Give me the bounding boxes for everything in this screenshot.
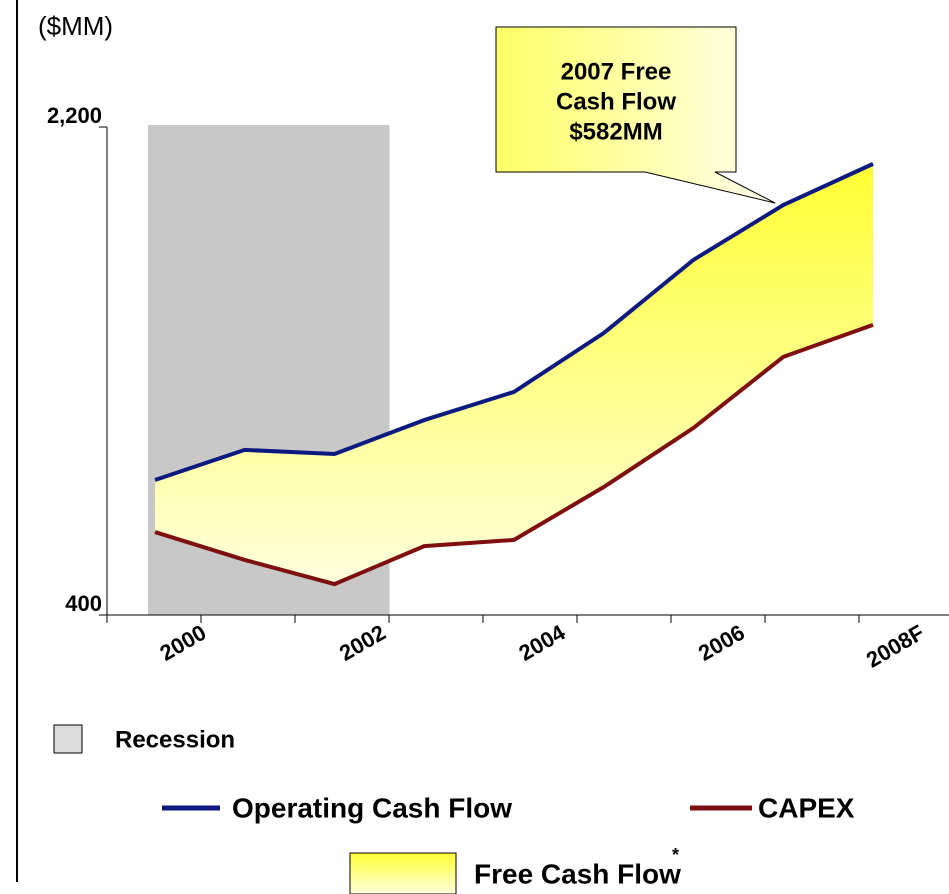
callout-text: Cash Flow — [556, 88, 676, 115]
series-line — [154, 323, 874, 587]
legend-label: CAPEX — [758, 792, 855, 823]
legend-label: Operating Cash Flow — [232, 792, 512, 823]
unit-label: ($MM) — [38, 11, 113, 41]
callout-text: $582MM — [569, 118, 662, 145]
x-tick-label: 2000 — [156, 620, 211, 666]
series-line — [154, 162, 874, 482]
callout-text: 2007 Free — [561, 58, 672, 85]
legend-swatch-fill — [349, 852, 457, 894]
x-tick-label: 2006 — [694, 620, 749, 666]
y-tick-label: 400 — [65, 591, 102, 616]
y-tick-label: 2,200 — [47, 103, 102, 128]
legend-label: Free Cash Flow — [474, 858, 681, 889]
x-tick-label: 2008F — [862, 620, 929, 673]
legend-label: Recession — [115, 726, 235, 753]
callout-box — [495, 26, 776, 204]
free-cash-flow-area — [155, 163, 873, 585]
legend-swatch-recession — [53, 724, 83, 754]
x-tick-label: 2004 — [515, 619, 571, 666]
x-tick-label: 2002 — [335, 620, 390, 666]
footnote-mark: * — [672, 845, 679, 865]
